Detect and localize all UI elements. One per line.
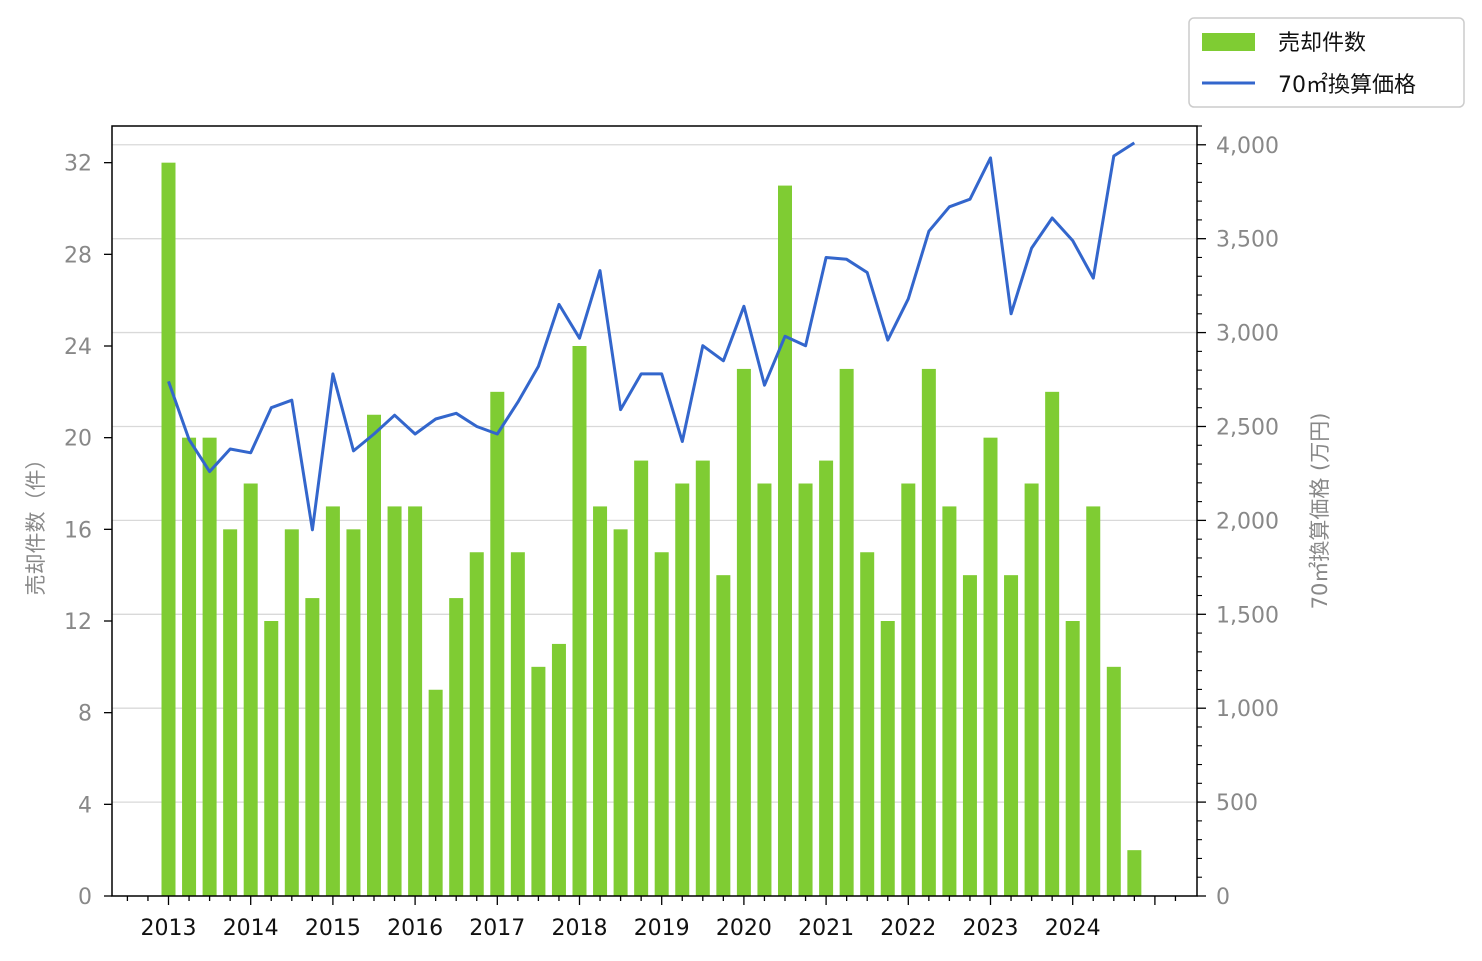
bar (983, 437, 998, 896)
bar (182, 437, 197, 896)
legend: 売却件数 70㎡換算価格 (1188, 17, 1465, 108)
bar (243, 483, 258, 896)
bar (593, 506, 608, 896)
y-axis-left-title: 売却件数（件） (24, 449, 48, 596)
y-right-tick-label: 4,000 (1216, 134, 1279, 159)
x-tick-label: 2019 (634, 916, 690, 941)
bar (490, 391, 505, 896)
bar (1065, 621, 1080, 896)
bar (962, 575, 977, 896)
x-tick-label: 2023 (963, 916, 1019, 941)
bar (531, 666, 546, 896)
bar (551, 643, 566, 896)
bar (921, 368, 936, 897)
bar (675, 483, 690, 896)
bar (1004, 575, 1019, 896)
y-right-tick-label: 1,000 (1216, 697, 1279, 722)
bar (428, 689, 443, 896)
bar (161, 162, 176, 896)
bar (223, 529, 238, 896)
y-left-tick-label: 4 (78, 793, 92, 818)
y-right-tick-label: 3,000 (1216, 322, 1279, 347)
bar (778, 185, 792, 897)
bar (1127, 850, 1142, 896)
y-left-tick-label: 0 (78, 885, 92, 910)
x-tick-label: 2021 (798, 916, 854, 941)
x-tick-label: 2017 (469, 916, 525, 941)
bar (1045, 391, 1060, 896)
y-right-tick-label: 2,000 (1216, 509, 1279, 534)
bar (757, 483, 772, 896)
x-tick-label: 2013 (141, 916, 197, 941)
bar (880, 621, 895, 896)
x-axis: 2013 2014 2015 2016 2017 2018 2019 2020 2021 2022… (126, 896, 1177, 941)
bar (736, 368, 751, 897)
bar (819, 460, 834, 896)
x-tick-label: 2024 (1045, 916, 1101, 941)
legend-bar-swatch (1202, 33, 1255, 51)
bar (613, 529, 628, 896)
legend-label-line: 70㎡換算価格 (1278, 72, 1416, 98)
bar (716, 575, 731, 896)
price-line (167, 141, 1136, 532)
bar (901, 483, 916, 896)
y-left-tick-label: 28 (64, 243, 92, 268)
bar (839, 368, 854, 897)
y-left-tick-label: 24 (64, 335, 92, 360)
bar (449, 598, 464, 896)
y-left-tick-label: 16 (64, 518, 92, 543)
legend-box (1188, 17, 1465, 108)
bar-series (161, 162, 1142, 897)
bar (346, 529, 361, 896)
y-right-tick-label: 500 (1216, 791, 1258, 816)
x-tick-label: 2016 (387, 916, 443, 941)
x-tick-label: 2014 (223, 916, 279, 941)
bar (264, 621, 279, 896)
legend-label-bar: 売却件数 (1278, 31, 1366, 56)
y-axis-right-title: 70㎡換算価格 (万円) (1308, 413, 1332, 610)
y-axis-left: 0 4 8 12 16 20 24 28 32 (64, 152, 112, 910)
bar (469, 552, 484, 896)
y-left-tick-label: 32 (64, 152, 92, 177)
bar (202, 437, 217, 896)
x-tick-label: 2018 (552, 916, 608, 941)
bar (510, 552, 525, 896)
bar (387, 506, 402, 896)
y-right-tick-label: 1,500 (1216, 603, 1279, 628)
y-axis-right: 0 500 1,000 1,500 2,000 2,500 3,000 3,500 4,000 (1197, 125, 1279, 910)
bar (942, 506, 957, 896)
bar (634, 460, 649, 896)
bar (860, 552, 875, 896)
x-tick-label: 2020 (716, 916, 772, 941)
x-tick-label: 2015 (305, 916, 361, 941)
y-left-tick-label: 20 (64, 427, 92, 452)
y-right-tick-label: 0 (1216, 885, 1230, 910)
bar (572, 346, 587, 896)
y-right-tick-label: 2,500 (1216, 415, 1279, 440)
bar (284, 529, 299, 896)
bar (325, 506, 340, 896)
x-tick-label: 2022 (880, 916, 936, 941)
bar (1024, 483, 1039, 896)
bar (798, 483, 813, 896)
y-left-tick-label: 12 (64, 610, 92, 635)
bar (408, 506, 423, 896)
bar (654, 552, 669, 896)
line-series (167, 141, 1136, 532)
y-left-tick-label: 8 (78, 702, 92, 727)
plot-frame (111, 125, 1198, 897)
bar (695, 460, 710, 896)
bar (1106, 666, 1121, 896)
bar (1086, 506, 1101, 896)
bar (305, 598, 320, 896)
y-right-tick-label: 3,500 (1216, 228, 1279, 253)
bar (367, 414, 381, 896)
